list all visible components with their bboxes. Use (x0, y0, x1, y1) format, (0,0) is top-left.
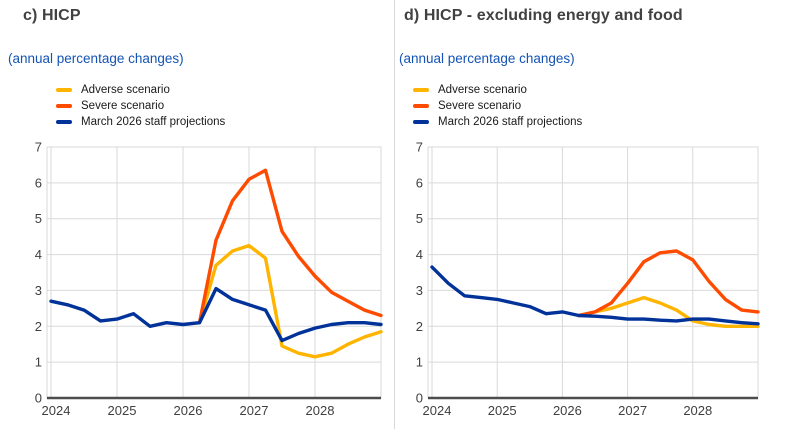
legend-item-adverse: Adverse scenario (56, 82, 225, 98)
x-tick-label: 2024 (423, 403, 452, 418)
x-tick-label: 2028 (683, 403, 712, 418)
x-tick-label: 2027 (618, 403, 647, 418)
y-tick-label: 1 (416, 355, 423, 370)
series-line-severe-scenario (577, 249, 760, 318)
y-tick-label: 2 (35, 319, 42, 334)
y-tick-label: 3 (416, 283, 423, 298)
legend-label: March 2026 staff projections (438, 116, 583, 128)
plot-area: 0 1 2 3 4 5 6 7 2024 2025 2026 2027 2028 (35, 140, 383, 418)
series-line-adverse-scenario (197, 243, 383, 359)
legend-item-adverse: Adverse scenario (413, 82, 582, 98)
y-tick-label: 4 (35, 247, 42, 262)
y-tick-label: 5 (416, 211, 423, 226)
y-tick-label: 7 (35, 140, 42, 155)
y-tick-label: 0 (416, 391, 423, 406)
legend-item-projections: March 2026 staff projections (56, 114, 225, 130)
x-tick-label: 2025 (488, 403, 517, 418)
hicp-line-chart: 0 1 2 3 4 5 6 7 2024 2025 2026 2027 2028 (35, 140, 383, 418)
projections-line-swatch (413, 119, 429, 125)
y-tick-label: 1 (35, 355, 42, 370)
x-tick-label: 2028 (306, 403, 335, 418)
hicp-core-line-chart: 0 1 2 3 4 5 6 7 2024 2025 2026 2027 2028 (416, 140, 760, 418)
x-tick-label: 2025 (108, 403, 137, 418)
x-tick-label: 2024 (42, 403, 71, 418)
y-tick-label: 4 (416, 247, 423, 262)
adverse-line-swatch (413, 87, 429, 93)
y-tick-label: 0 (35, 391, 42, 406)
y-tick-label: 6 (416, 175, 423, 190)
plot-area: 0 1 2 3 4 5 6 7 2024 2025 2026 2027 2028 (416, 140, 760, 418)
adverse-line-swatch (56, 87, 72, 93)
panel-d-subtitle: (annual percentage changes) (399, 51, 575, 66)
legend-item-severe: Severe scenario (413, 98, 582, 114)
x-tick-label: 2027 (240, 403, 269, 418)
panel-c-legend: Adverse scenario Severe scenario March 2… (56, 82, 225, 130)
panel-c-title: c) HICP (23, 7, 81, 24)
series-line-adverse-scenario (577, 295, 760, 328)
x-tick-label: 2026 (553, 403, 582, 418)
y-tick-label: 2 (416, 319, 423, 334)
legend-label: March 2026 staff projections (81, 116, 226, 128)
series-line-march-2026-staff-projections (49, 286, 383, 343)
panel-d-title: d) HICP - excluding energy and food (404, 7, 683, 24)
projections-line-swatch (56, 119, 72, 125)
y-tick-label: 7 (416, 140, 423, 155)
plot-border (427, 146, 759, 399)
y-tick-label: 5 (35, 211, 42, 226)
panel-divider (394, 0, 395, 429)
y-tick-label: 6 (35, 175, 42, 190)
legend-item-projections: March 2026 staff projections (413, 114, 582, 130)
panel-d-legend: Adverse scenario Severe scenario March 2… (413, 82, 582, 130)
series-line-march-2026-staff-projections (430, 265, 760, 326)
severe-line-swatch (413, 103, 429, 109)
panel-c-subtitle: (annual percentage changes) (8, 51, 184, 66)
legend-label: Adverse scenario (438, 84, 527, 96)
severe-line-swatch (56, 103, 72, 109)
legend-label: Severe scenario (438, 100, 522, 112)
y-tick-label: 3 (35, 283, 42, 298)
legend-item-severe: Severe scenario (56, 98, 225, 114)
legend-label: Severe scenario (81, 100, 165, 112)
x-tick-label: 2026 (174, 403, 203, 418)
series-line-severe-scenario (197, 168, 383, 325)
legend-label: Adverse scenario (81, 84, 170, 96)
